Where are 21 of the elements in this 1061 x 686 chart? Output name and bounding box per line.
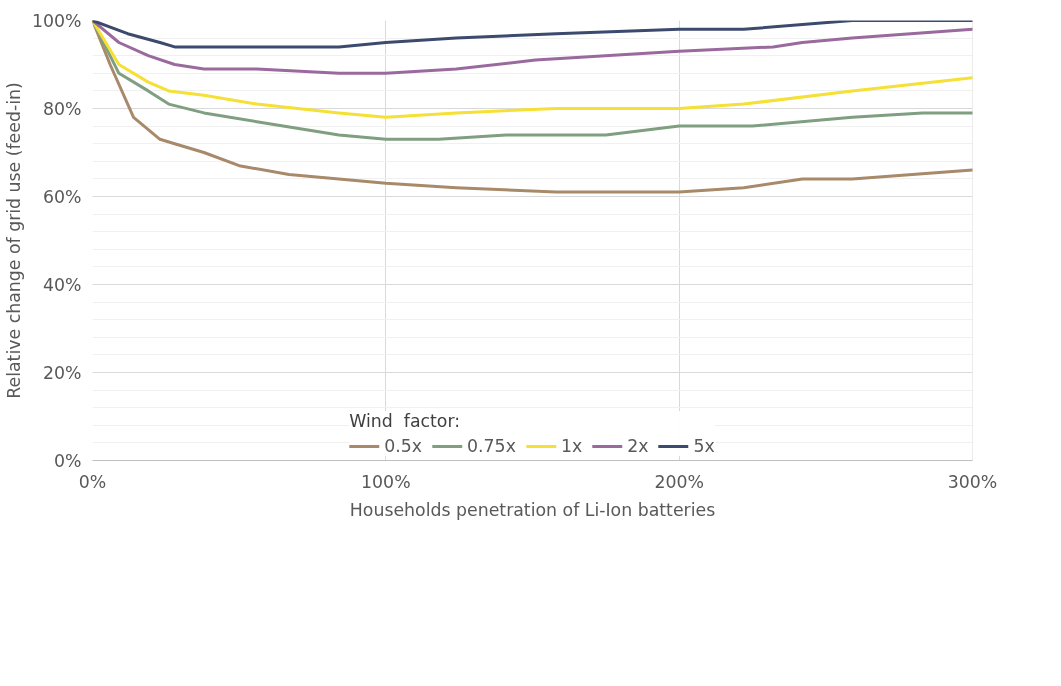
y-tick-label: 100% xyxy=(31,10,82,31)
y-tick-label: 80% xyxy=(42,98,82,119)
legend-label: 2x xyxy=(627,436,649,456)
line-series xyxy=(92,20,973,119)
y-tick-label: 20% xyxy=(42,362,82,383)
x-tick-label: 200% xyxy=(654,471,704,492)
legend-label: 0.5x xyxy=(384,436,423,456)
x-tick-label: 100% xyxy=(361,471,411,492)
y-tick-label: 40% xyxy=(42,274,82,295)
line-series xyxy=(92,20,973,49)
y-tick-label: 0% xyxy=(54,450,82,471)
x-axis-title: Households penetration of Li-Ion batteries xyxy=(349,499,716,520)
legend-label: 0.75x xyxy=(467,436,516,456)
x-tick-label: 300% xyxy=(947,471,998,492)
legend-label: 1x xyxy=(560,436,583,456)
line-series xyxy=(92,20,973,75)
y-tick-label: 60% xyxy=(42,186,82,207)
legend-title: Wind factor: xyxy=(349,411,462,431)
legend-label: 5x xyxy=(693,436,715,456)
x-tick-label: 0% xyxy=(78,471,107,492)
y-axis-title: Relative change of grid use (feed-in) xyxy=(3,82,24,399)
